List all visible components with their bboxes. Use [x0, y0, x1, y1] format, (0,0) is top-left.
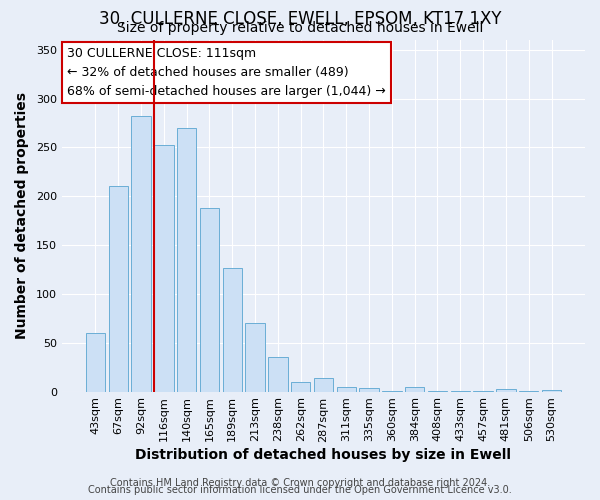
Bar — [268, 358, 287, 392]
Bar — [314, 378, 333, 392]
Bar — [405, 386, 424, 392]
Text: Contains public sector information licensed under the Open Government Licence v3: Contains public sector information licen… — [88, 485, 512, 495]
Bar — [359, 388, 379, 392]
Bar — [382, 390, 401, 392]
Bar — [291, 382, 310, 392]
Text: Size of property relative to detached houses in Ewell: Size of property relative to detached ho… — [117, 21, 483, 35]
Bar — [337, 386, 356, 392]
Bar — [131, 116, 151, 392]
Bar — [109, 186, 128, 392]
Text: Contains HM Land Registry data © Crown copyright and database right 2024.: Contains HM Land Registry data © Crown c… — [110, 478, 490, 488]
Bar — [245, 323, 265, 392]
Text: 30, CULLERNE CLOSE, EWELL, EPSOM, KT17 1XY: 30, CULLERNE CLOSE, EWELL, EPSOM, KT17 1… — [99, 10, 501, 28]
Bar — [519, 390, 538, 392]
Bar — [451, 390, 470, 392]
Bar — [200, 208, 219, 392]
Bar — [223, 268, 242, 392]
Bar — [428, 390, 447, 392]
Bar — [542, 390, 561, 392]
Bar — [473, 390, 493, 392]
Bar — [177, 128, 196, 392]
Bar — [154, 146, 173, 392]
Bar — [86, 333, 105, 392]
Y-axis label: Number of detached properties: Number of detached properties — [15, 92, 29, 340]
Bar — [496, 388, 515, 392]
X-axis label: Distribution of detached houses by size in Ewell: Distribution of detached houses by size … — [136, 448, 511, 462]
Text: 30 CULLERNE CLOSE: 111sqm
← 32% of detached houses are smaller (489)
68% of semi: 30 CULLERNE CLOSE: 111sqm ← 32% of detac… — [67, 47, 386, 98]
